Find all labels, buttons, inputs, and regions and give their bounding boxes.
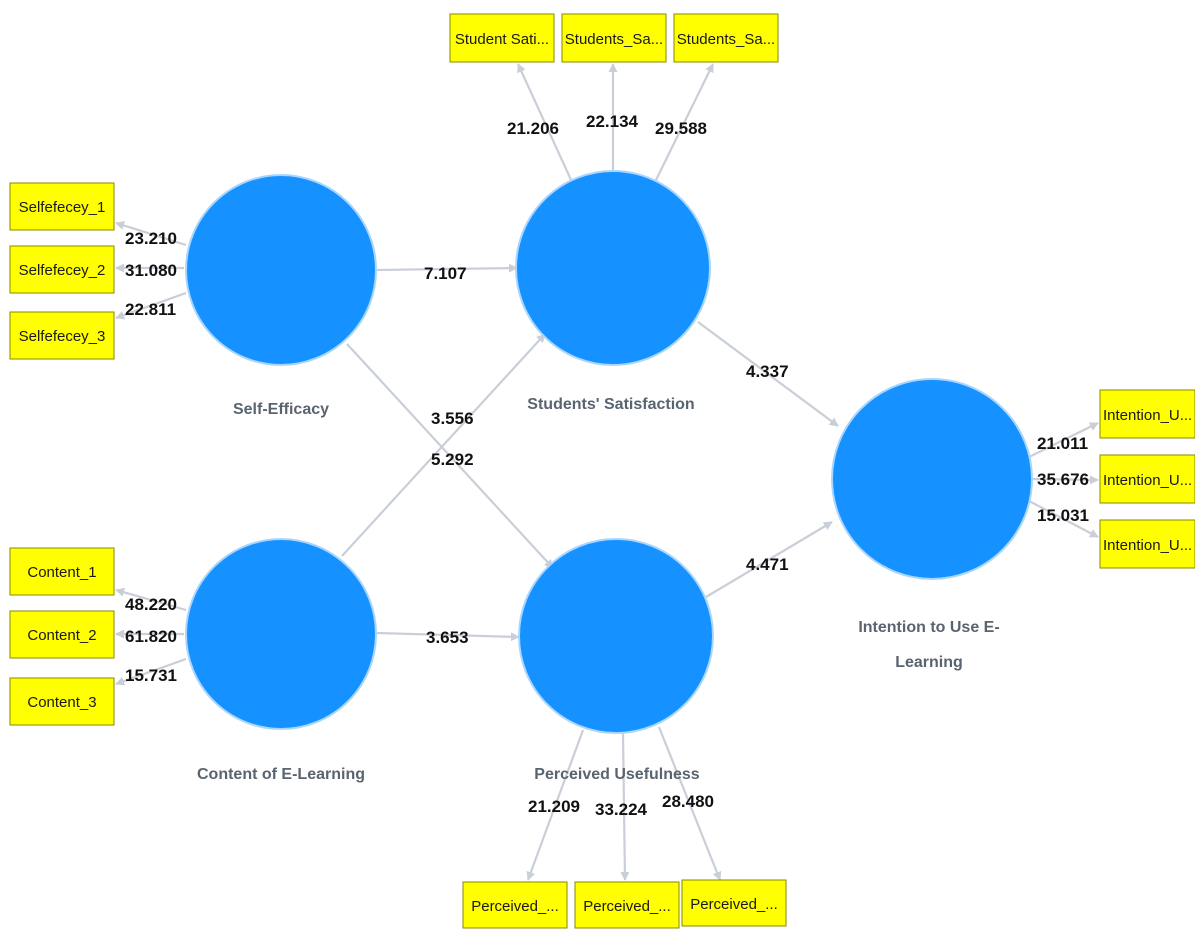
indicator-selfefecey-3[interactable]: Selfefecey_3: [9, 311, 115, 360]
indicator-label: Perceived_...: [690, 896, 778, 913]
indicator-content-1[interactable]: Content_1: [9, 547, 115, 596]
path-arrow-pu-to-int: [705, 521, 833, 598]
indicator-content-3[interactable]: Content_3: [9, 677, 115, 726]
loading-pu-3: 28.480: [662, 792, 714, 811]
indicator-perceived-2[interactable]: Perceived_...: [574, 881, 680, 929]
indicator-label: Intention_U...: [1103, 472, 1192, 489]
label-intention-line1: Intention to Use E-: [858, 619, 999, 636]
indicator-selfefecey-1[interactable]: Selfefecey_1: [9, 182, 115, 231]
indicator-intention-2[interactable]: Intention_U...: [1099, 454, 1195, 504]
indicator-student-satisfaction-1[interactable]: Student Sati...: [449, 13, 555, 63]
path-coef-se-to-ss: 7.107: [424, 264, 467, 283]
indicator-label: Students_Sa...: [677, 31, 775, 48]
loading-int-1: 21.011: [1037, 434, 1088, 453]
loading-arrow-ss-3: [654, 63, 714, 183]
indicator-label: Content_1: [27, 564, 96, 581]
loading-arrow-ss-1: [516, 63, 574, 183]
indicator-label: Content_2: [27, 627, 96, 644]
construct-perceived-usefulness[interactable]: [518, 538, 714, 734]
indicator-label: Content_3: [27, 694, 96, 711]
indicator-label: Selfefecey_1: [19, 199, 106, 216]
loading-pu-2: 33.224: [595, 800, 648, 819]
loading-ss-2: 22.134: [586, 112, 639, 131]
indicator-label: Intention_U...: [1103, 407, 1192, 424]
label-intention-line2: Learning: [895, 654, 963, 671]
indicator-label: Student Sati...: [455, 31, 549, 48]
loading-ss-3: 29.588: [655, 119, 707, 138]
construct-self-efficacy[interactable]: [185, 174, 377, 366]
loading-se-1: 23.210: [125, 229, 177, 248]
loading-ss-1: 21.206: [507, 119, 559, 138]
loading-arrow-se-3: [115, 291, 187, 320]
path-arrow-se-to-ss: [376, 263, 518, 273]
loading-arrow-pu-2: [620, 732, 630, 881]
loading-ce-3: 15.731: [125, 666, 177, 685]
indicator-label: Students_Sa...: [565, 31, 663, 48]
loading-arrow-pu-1: [526, 729, 585, 881]
loading-pu-1: 21.209: [528, 797, 580, 816]
loading-arrow-ce-1: [115, 587, 187, 612]
path-arrow-se-to-pu: [346, 343, 554, 569]
label-content-elearning: Content of E-Learning: [197, 766, 365, 783]
indicator-intention-1[interactable]: Intention_U...: [1099, 389, 1195, 439]
path-coef-ce-to-pu: 3.653: [426, 628, 469, 647]
loading-arrow-int-2: [1030, 475, 1099, 485]
label-self-efficacy: Self-Efficacy: [233, 401, 329, 418]
indicator-intention-3[interactable]: Intention_U...: [1099, 519, 1195, 569]
loading-se-3: 22.811: [125, 300, 176, 319]
indicator-label: Selfefecey_3: [19, 328, 106, 345]
indicator-label: Selfefecey_2: [19, 262, 106, 279]
path-coef-ce-to-ss: 3.556: [431, 409, 474, 428]
loading-arrow-ce-3: [115, 657, 187, 686]
indicator-selfefecey-2[interactable]: Selfefecey_2: [9, 245, 115, 294]
loading-se-2: 31.080: [125, 261, 177, 280]
indicator-label: Perceived_...: [583, 898, 671, 915]
loading-int-2: 35.676: [1037, 470, 1089, 489]
indicator-label: Intention_U...: [1103, 537, 1192, 554]
indicator-perceived-3[interactable]: Perceived_...: [681, 879, 787, 927]
indicator-label: Perceived_...: [471, 898, 559, 915]
loading-ce-1: 48.220: [125, 595, 177, 614]
loading-arrow-se-1: [115, 221, 187, 247]
path-arrow-ce-to-ss: [341, 333, 546, 557]
path-coef-ss-to-int: 4.337: [746, 362, 789, 381]
path-coef-se-to-pu: 5.292: [431, 450, 474, 469]
construct-content-elearning[interactable]: [185, 538, 377, 730]
label-students-satisfaction: Students' Satisfaction: [527, 396, 694, 413]
construct-intention-to-use[interactable]: [831, 378, 1033, 580]
label-perceived-usefulness: Perceived Usefulness: [534, 766, 700, 783]
construct-students-satisfaction[interactable]: [515, 170, 711, 366]
loading-arrow-pu-3: [657, 726, 722, 881]
loading-int-3: 15.031: [1037, 506, 1089, 525]
path-arrow-ce-to-pu: [376, 631, 520, 642]
indicator-student-satisfaction-2[interactable]: Students_Sa...: [561, 13, 667, 63]
loading-arrow-int-1: [1028, 422, 1099, 458]
indicator-content-2[interactable]: Content_2: [9, 610, 115, 659]
indicator-student-satisfaction-3[interactable]: Students_Sa...: [673, 13, 779, 63]
path-coef-pu-to-int: 4.471: [746, 555, 789, 574]
path-arrow-ss-to-int: [697, 321, 839, 427]
indicator-perceived-1[interactable]: Perceived_...: [462, 881, 568, 929]
loading-arrow-int-3: [1028, 500, 1099, 538]
loading-ce-2: 61.820: [125, 627, 177, 646]
